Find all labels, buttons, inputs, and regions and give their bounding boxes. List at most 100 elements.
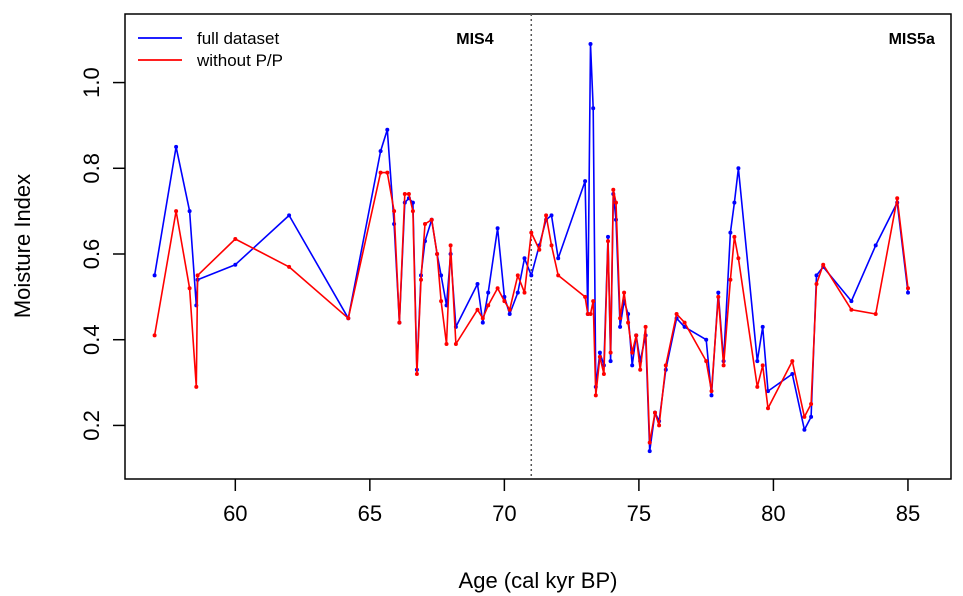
data-point (638, 368, 642, 372)
data-point (188, 286, 192, 290)
data-point (174, 145, 178, 149)
y-tick-label: 0.6 (79, 239, 104, 270)
data-point (174, 209, 178, 213)
data-point (598, 351, 602, 355)
data-point (609, 351, 613, 355)
data-point (419, 278, 423, 282)
data-point (407, 192, 411, 196)
data-point (653, 411, 657, 415)
data-point (403, 192, 407, 196)
data-point (790, 372, 794, 376)
x-tick-label: 75 (627, 501, 651, 526)
data-point (618, 316, 622, 320)
data-point (626, 321, 630, 325)
x-tick-label: 65 (358, 501, 382, 526)
data-point (508, 312, 512, 316)
data-point (821, 263, 825, 267)
data-point (809, 415, 813, 419)
data-point (415, 372, 419, 376)
data-point (732, 235, 736, 239)
data-point (486, 291, 490, 295)
x-axis-title: Age (cal kyr BP) (459, 568, 618, 593)
y-tick-label: 0.4 (79, 324, 104, 355)
data-point (287, 213, 291, 217)
x-tick-label: 85 (896, 501, 920, 526)
data-point (196, 273, 200, 277)
data-point (591, 106, 595, 110)
data-point (683, 321, 687, 325)
data-point (664, 363, 668, 367)
data-point (630, 351, 634, 355)
y-tick-label: 1.0 (79, 67, 104, 98)
data-point (153, 273, 157, 277)
data-point (622, 291, 626, 295)
data-point (486, 303, 490, 307)
data-point (815, 273, 819, 277)
data-point (439, 299, 443, 303)
data-point (556, 273, 560, 277)
legend-label: full dataset (197, 29, 279, 48)
data-point (589, 312, 593, 316)
data-point (481, 321, 485, 325)
data-point (476, 282, 480, 286)
data-point (716, 291, 720, 295)
data-point (614, 201, 618, 205)
data-point (606, 239, 610, 243)
data-point (379, 149, 383, 153)
data-point (556, 256, 560, 260)
data-point (233, 263, 237, 267)
x-tick-label: 60 (223, 501, 247, 526)
data-point (423, 222, 427, 226)
data-point (194, 385, 198, 389)
data-point (728, 231, 732, 235)
data-point (537, 248, 541, 252)
data-point (153, 333, 157, 337)
data-point (704, 359, 708, 363)
y-axis-title: Moisture Index (10, 174, 35, 318)
data-point (481, 316, 485, 320)
data-point (233, 237, 237, 241)
data-point (657, 423, 661, 427)
data-point (755, 359, 759, 363)
data-point (550, 243, 554, 247)
legend-label: without P/P (196, 51, 283, 70)
data-point (874, 312, 878, 316)
y-tick-label: 0.2 (79, 410, 104, 441)
data-point (602, 372, 606, 376)
data-point (589, 42, 593, 46)
annotation-mis5a: MIS5a (889, 31, 935, 48)
data-point (704, 338, 708, 342)
data-point (815, 282, 819, 286)
data-point (583, 179, 587, 183)
data-point (454, 342, 458, 346)
data-point (716, 295, 720, 299)
data-point (435, 252, 439, 256)
data-point (630, 363, 634, 367)
data-point (722, 363, 726, 367)
data-point (449, 243, 453, 247)
data-point (516, 291, 520, 295)
data-point (755, 385, 759, 389)
data-point (544, 213, 548, 217)
data-point (397, 321, 401, 325)
data-point (476, 308, 480, 312)
data-point (529, 273, 533, 277)
data-point (594, 393, 598, 397)
data-point (529, 231, 533, 235)
data-point (874, 243, 878, 247)
data-point (583, 295, 587, 299)
data-point (710, 389, 714, 393)
data-point (761, 325, 765, 329)
data-point (849, 299, 853, 303)
data-point (802, 415, 806, 419)
data-point (634, 333, 638, 337)
data-point (728, 278, 732, 282)
data-point (598, 355, 602, 359)
data-point (392, 209, 396, 213)
data-point (445, 342, 449, 346)
annotation-mis4: MIS4 (456, 31, 493, 48)
data-point (736, 256, 740, 260)
data-point (591, 299, 595, 303)
data-point (606, 235, 610, 239)
